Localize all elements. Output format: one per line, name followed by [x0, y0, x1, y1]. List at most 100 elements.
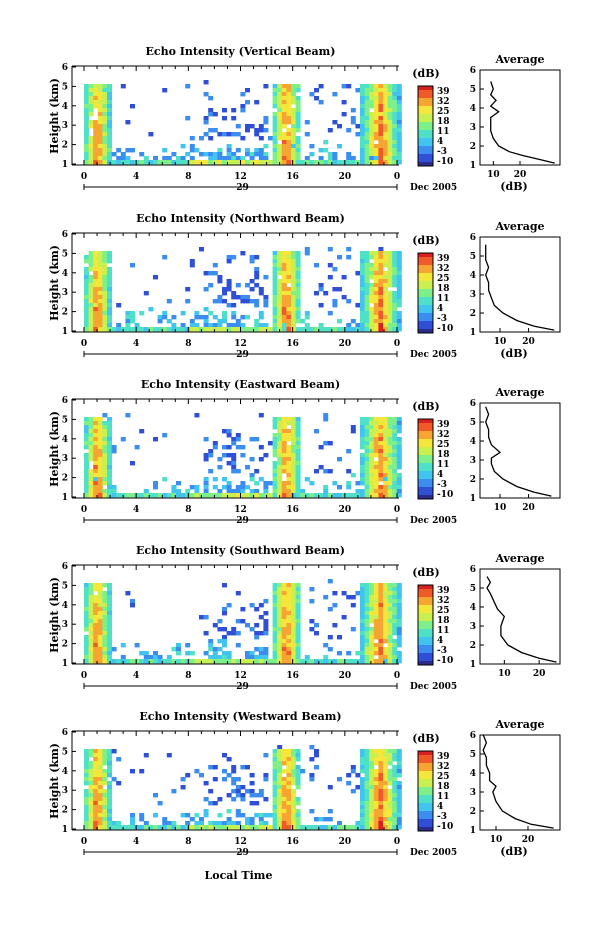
heatmap-cell	[263, 453, 269, 458]
heatmap-cell	[102, 271, 108, 276]
heatmap-cell	[360, 287, 365, 292]
colorbar-segment	[418, 255, 433, 258]
heatmap-cell	[392, 793, 398, 798]
heatmap-cell	[231, 255, 237, 260]
colorbar-segment	[418, 275, 433, 278]
heatmap-cell	[364, 116, 370, 121]
heatmap-cell	[360, 299, 365, 304]
y-axis-label: Height (km)	[48, 411, 61, 487]
heatmap-cell	[153, 485, 158, 490]
heatmap-cell	[383, 647, 388, 652]
heatmap-cell	[387, 789, 393, 794]
heatmap-cell	[277, 271, 283, 276]
heatmap-cell	[84, 92, 89, 97]
heatmap-cell	[272, 749, 278, 754]
heatmap-cell	[396, 465, 402, 470]
colorbar-segment	[418, 104, 433, 107]
heatmap-cell	[88, 615, 94, 620]
heatmap-cell	[291, 789, 296, 794]
heatmap-cell	[364, 251, 370, 256]
heatmap-cell	[383, 825, 388, 830]
colorbar-segment	[418, 457, 433, 460]
x-tick-label: 12	[234, 505, 247, 515]
heatmap-cell	[189, 136, 195, 141]
heatmap-cell	[102, 761, 108, 766]
heatmap-cell	[373, 595, 379, 600]
heatmap-cell	[116, 781, 122, 786]
heatmap-cell	[378, 801, 384, 806]
heatmap-cell	[281, 124, 287, 129]
heatmap-cell	[235, 619, 241, 624]
heatmap-cell	[378, 417, 384, 422]
heatmap-cell	[277, 279, 283, 284]
colorbar-segment	[418, 821, 433, 824]
heatmap-cell	[93, 128, 99, 133]
heatmap-cell	[171, 327, 177, 332]
heatmap-cell	[102, 821, 108, 826]
heatmap-cell	[383, 477, 388, 482]
colorbar-segment	[418, 473, 433, 476]
heatmap-cell	[84, 136, 89, 141]
heatmap-cell	[240, 156, 246, 161]
heatmap-cell	[272, 813, 278, 818]
heatmap-cell	[281, 449, 287, 454]
heatmap-cell	[332, 156, 338, 161]
heatmap-cell	[392, 809, 398, 814]
heatmap-cell	[272, 323, 278, 328]
heatmap-cell	[277, 421, 283, 426]
heatmap-cell	[392, 140, 398, 145]
heatmap-cell	[107, 88, 112, 93]
heatmap-cell	[107, 299, 112, 304]
heatmap-cell	[235, 813, 241, 818]
heatmap-cell	[107, 144, 112, 149]
colorbar-segment	[418, 801, 433, 804]
y-tick-label: 2	[62, 806, 68, 816]
heatmap-cell	[277, 299, 283, 304]
heatmap-cell	[107, 583, 112, 588]
heatmap-cell	[84, 433, 89, 438]
heatmap-cell	[254, 655, 260, 660]
heatmap-cell	[281, 116, 287, 121]
heatmap-cell	[157, 825, 163, 830]
heatmap-cell	[97, 595, 103, 600]
heatmap-cell	[222, 299, 227, 304]
heatmap-cell	[88, 785, 94, 790]
heatmap-cell	[93, 445, 99, 450]
heatmap-cell	[396, 112, 402, 117]
heatmap-cell	[286, 769, 292, 774]
heatmap-cell	[231, 156, 237, 161]
heatmap-cell	[180, 825, 186, 830]
heatmap-cell	[327, 493, 333, 498]
heatmap-cell	[97, 140, 103, 145]
heatmap-cell	[208, 152, 214, 157]
heatmap-cell	[88, 275, 94, 280]
colorbar-segment	[418, 431, 433, 434]
heatmap-cell	[277, 449, 283, 454]
heatmap-cell	[203, 116, 209, 121]
heatmap-cell	[281, 108, 287, 113]
heatmap-cell	[378, 160, 384, 165]
heatmap-cell	[373, 128, 379, 133]
heatmap-cell	[102, 619, 108, 624]
heatmap-cell	[277, 461, 283, 466]
colorbar-tick-label: 4	[437, 636, 443, 646]
heatmap-cell	[387, 267, 393, 272]
heatmap-cell	[364, 311, 370, 316]
heatmap-cell	[360, 144, 365, 149]
heatmap-cell	[107, 643, 112, 648]
heatmap-cell	[263, 821, 269, 826]
profile-title: Average	[494, 718, 544, 731]
heatmap-cell	[346, 449, 352, 454]
heatmap-cell	[120, 84, 126, 89]
heatmap-cell	[396, 259, 402, 264]
heatmap-cell	[268, 825, 273, 830]
heatmap-cell	[217, 655, 223, 660]
heatmap-cell	[360, 156, 365, 161]
colorbar-segment	[418, 825, 433, 828]
heatmap-cell	[97, 315, 103, 320]
heatmap-cell	[107, 603, 112, 608]
heatmap-cell	[226, 817, 232, 822]
heatmap-cell	[360, 797, 365, 802]
colorbar-tick-label: 4	[437, 304, 443, 314]
date-label: Dec 2005	[410, 516, 457, 526]
